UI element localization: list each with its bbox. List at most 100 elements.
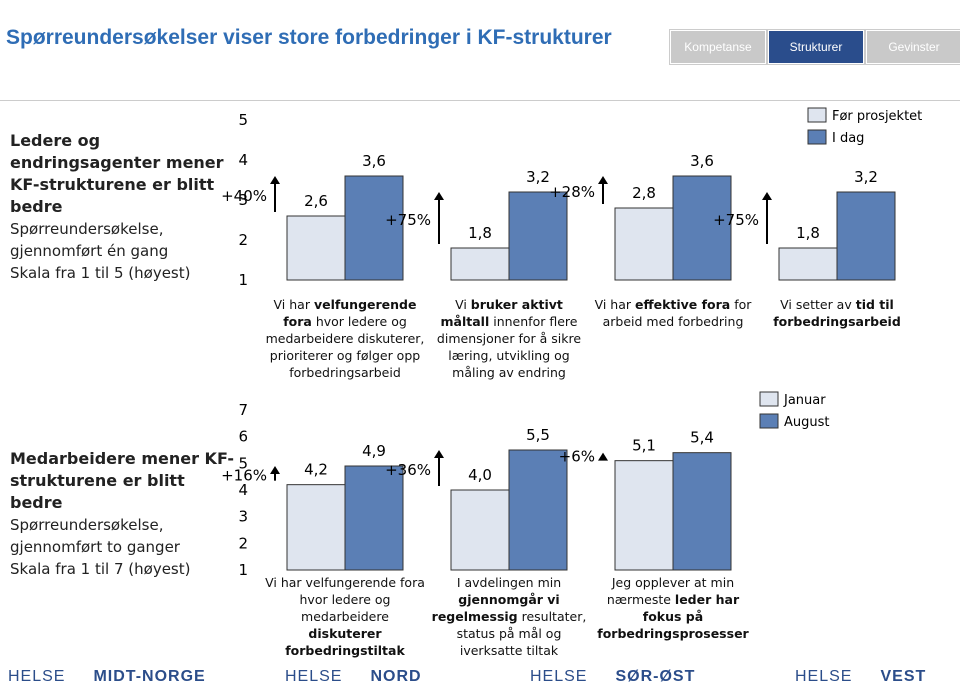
category-part: for arbeid med forbedring xyxy=(602,297,752,329)
y-tick-label: 7 xyxy=(238,401,248,419)
y-tick-label: 3 xyxy=(238,508,248,526)
category-part: tid til forbedringsarbeid xyxy=(773,297,901,329)
row-line: Skala fra 1 til 7 (høyest) xyxy=(10,560,191,578)
y-tick-label: 2 xyxy=(238,534,248,552)
y-tick-label: 4 xyxy=(238,151,248,169)
legend-label: Før prosjektet xyxy=(832,109,922,124)
bar xyxy=(836,191,896,281)
value-label: 2,6 xyxy=(304,192,328,210)
change-arrowhead xyxy=(434,192,444,200)
logo-name: VEST xyxy=(880,668,927,685)
legend-swatch xyxy=(759,413,779,429)
category-label: I avdelingen min gjennomgår vi regelmess… xyxy=(429,574,589,659)
bar xyxy=(450,489,510,571)
row-line: Skala fra 1 til 5 (høyest) xyxy=(10,264,191,282)
logo-prefix: HELSE xyxy=(8,668,66,685)
category-part: velfungerende fora xyxy=(283,297,417,329)
legend-label: Januar xyxy=(783,393,826,408)
category-part: gjennomgår vi regelmessig xyxy=(431,592,560,624)
change-arrowhead xyxy=(270,466,280,474)
category-label: Jeg opplever at min nærmeste leder har f… xyxy=(593,574,753,642)
row-heading: Medarbeidere mener KF-strukturene er bli… xyxy=(10,449,235,512)
value-label: 2,8 xyxy=(632,184,656,202)
bar xyxy=(286,215,346,281)
value-label: 3,2 xyxy=(526,168,550,186)
change-label: +75% xyxy=(713,211,759,229)
change-arrowhead xyxy=(270,176,280,184)
legend-swatch xyxy=(759,391,779,407)
category-label: Vi har velfungerende fora hvor ledere og… xyxy=(265,574,425,659)
row-description: Ledere og endringsagenter mener KF-struk… xyxy=(10,130,235,284)
tab[interactable]: Strukturer xyxy=(768,30,864,64)
value-label: 5,4 xyxy=(690,429,714,447)
category-part: Vi xyxy=(455,297,471,312)
value-label: 1,8 xyxy=(468,224,492,242)
y-tick-label: 5 xyxy=(238,111,248,129)
category-label: Vi har velfungerende fora hvor ledere og… xyxy=(265,296,425,381)
bar xyxy=(508,191,568,281)
change-label: +40% xyxy=(221,187,267,205)
value-label: 3,6 xyxy=(690,152,714,170)
logo: HELSE MIDT-NORGE xyxy=(8,668,206,686)
value-label: 1,8 xyxy=(796,224,820,242)
bar xyxy=(672,452,732,571)
category-part: effektive fora xyxy=(634,297,731,312)
y-tick-label: 2 xyxy=(238,231,248,249)
change-label: +28% xyxy=(549,183,595,201)
y-tick-label: 1 xyxy=(238,271,248,289)
logo: HELSE SØR-ØST xyxy=(530,668,695,686)
change-arrowhead xyxy=(598,176,608,184)
category-part: hvor ledere og medarbeidere diskuterer, … xyxy=(265,314,425,380)
logo-prefix: HELSE xyxy=(530,668,588,685)
change-label: +6% xyxy=(559,448,595,466)
y-tick-label: 3 xyxy=(238,191,248,209)
value-label: 4,0 xyxy=(468,466,492,484)
bar xyxy=(672,175,732,281)
bar xyxy=(450,247,510,281)
legend-label: August xyxy=(784,415,830,430)
bar xyxy=(614,207,674,281)
logo-name: NORD xyxy=(370,668,422,685)
change-arrowhead xyxy=(434,450,444,458)
logo-name: MIDT-NORGE xyxy=(93,668,206,685)
category-part: Vi setter av xyxy=(780,297,856,312)
row-line: Spørreundersøkelse, gjennomført to gange… xyxy=(10,516,180,556)
legend-swatch xyxy=(807,129,827,145)
category-part: diskuterer forbedringstiltak xyxy=(285,626,405,658)
separator xyxy=(0,100,960,101)
category-part: Jeg opplever at min nærmeste xyxy=(606,575,735,607)
category-part: Vi har xyxy=(273,297,314,312)
bar xyxy=(778,247,838,281)
change-arrowhead xyxy=(598,452,608,461)
y-tick-label: 4 xyxy=(238,481,248,499)
value-label: 4,2 xyxy=(304,461,328,479)
category-part: Vi har velfungerende fora hvor ledere og… xyxy=(265,575,425,624)
value-label: 5,5 xyxy=(526,426,550,444)
row-description: Medarbeidere mener KF-strukturene er bli… xyxy=(10,448,235,580)
tab[interactable]: Gevinster xyxy=(866,30,960,64)
category-part: leder har fokus på forbedringsprosesser xyxy=(597,592,749,641)
title: Spørreundersøkelser viser store forbedri… xyxy=(6,26,612,49)
category-part: I avdelingen min xyxy=(456,575,562,590)
category-label: Vi har effektive fora for arbeid med for… xyxy=(593,296,753,330)
category-part: innenfor flere dimensjoner for å sikre l… xyxy=(436,314,582,380)
y-tick-label: 6 xyxy=(238,428,248,446)
bar xyxy=(508,449,568,571)
value-label: 3,6 xyxy=(362,152,386,170)
category-label: Vi bruker aktivt måltall innenfor flere … xyxy=(429,296,589,381)
bar xyxy=(344,175,404,281)
bar xyxy=(614,460,674,571)
value-label: 5,1 xyxy=(632,437,656,455)
legend-label: I dag xyxy=(832,131,864,146)
tab[interactable]: Kompetanse xyxy=(670,30,766,64)
category-part: resultater, status på mål og iverksatte … xyxy=(456,609,587,658)
change-label: +75% xyxy=(385,211,431,229)
row-line: Spørreundersøkelse, gjennomført én gang xyxy=(10,220,169,260)
value-label: 4,9 xyxy=(362,442,386,460)
bar xyxy=(344,465,404,571)
change-label: +16% xyxy=(221,466,267,484)
row-heading: Ledere og endringsagenter mener KF-struk… xyxy=(10,131,224,216)
change-arrowhead xyxy=(762,192,772,200)
